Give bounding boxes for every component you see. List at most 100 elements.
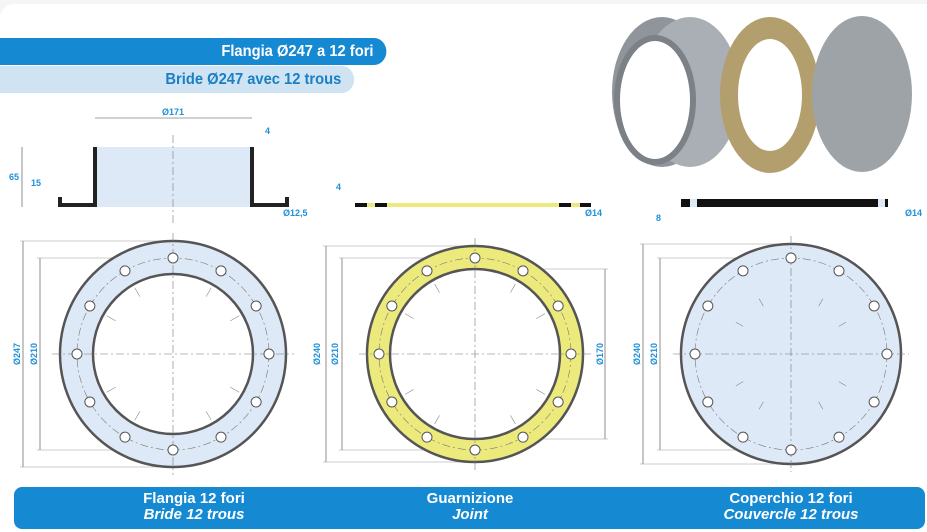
radial-mark [838, 321, 847, 327]
bolt-hole [689, 348, 701, 360]
bolt-hole [421, 265, 433, 277]
3d-flange-bore [614, 35, 696, 165]
flange-bore [91, 272, 255, 436]
bolt-hole [84, 396, 96, 408]
bolt-hole [421, 431, 433, 443]
bolt-hole [71, 348, 83, 360]
flange-side-view: Ø171 4 65 15 Ø12,5 [9, 107, 308, 225]
dim-label: Ø170 [595, 343, 605, 365]
radial-mark [134, 411, 141, 421]
caption-it: Guarnizione [426, 490, 514, 507]
title-banner-italian: Flangia Ø247 a 12 fori [0, 38, 387, 65]
bolt-hole [167, 252, 179, 264]
bolt-hole [702, 396, 714, 408]
bolt-hole [119, 431, 131, 443]
bolt-hole [737, 431, 749, 443]
radial-mark [536, 389, 546, 395]
3d-cover [812, 16, 912, 172]
caption-fr: Joint [452, 506, 488, 523]
dim-label: 4 [336, 182, 341, 192]
radial-mark [205, 287, 212, 297]
gasket-caption: Guarnizione Joint [320, 491, 620, 523]
bolt-hole [469, 252, 481, 264]
radial-mark [510, 283, 516, 293]
radial-mark [838, 381, 847, 387]
radial-mark [404, 313, 414, 319]
caption-fr: Couvercle 12 trous [723, 506, 859, 523]
bolt-hole [250, 396, 262, 408]
radial-mark [536, 313, 546, 319]
radial-mark [758, 401, 764, 410]
dim-label: Ø14 [905, 208, 922, 218]
3d-gasket-bore [738, 39, 802, 151]
bolt-hole [868, 396, 880, 408]
dim-label: Ø12,5 [283, 208, 308, 218]
flange-side-fill [95, 147, 252, 207]
caption-fr: Bride 12 trous [143, 506, 245, 523]
cover-hole [690, 199, 697, 207]
caption-it: Coperchio 12 fori [729, 490, 853, 507]
dim-label: 8 [656, 213, 661, 223]
radial-mark [735, 321, 744, 327]
gasket-edge [355, 203, 367, 207]
dim-label: 15 [31, 178, 41, 188]
gasket-edge [375, 203, 387, 207]
cover-hole [878, 199, 885, 207]
bolt-hole [215, 265, 227, 277]
bolt-hole [737, 265, 749, 277]
dim-label: Ø14 [585, 208, 602, 218]
bolt-hole [565, 348, 577, 360]
bolt-hole [373, 348, 385, 360]
flange-caption: Flangia 12 fori Bride 12 trous [44, 491, 344, 523]
3d-render [612, 16, 912, 173]
dim-label: 4 [265, 126, 270, 136]
radial-mark [106, 315, 116, 322]
radial-mark [434, 415, 440, 425]
bolt-hole [552, 300, 564, 312]
dim-label: Ø210 [330, 343, 340, 365]
dim-label: Ø210 [649, 343, 659, 365]
bolt-hole [215, 431, 227, 443]
bolt-hole [84, 300, 96, 312]
dim-label: 65 [9, 172, 19, 182]
bolt-hole [250, 300, 262, 312]
gasket-edge [580, 203, 591, 207]
bolt-hole [785, 444, 797, 456]
bolt-hole [469, 444, 481, 456]
bolt-hole [263, 348, 275, 360]
radial-mark [434, 283, 440, 293]
radial-mark [106, 386, 116, 393]
caption-it: Flangia 12 fori [143, 490, 245, 507]
cover-side-view: 8 Ø14 [656, 199, 922, 223]
radial-mark [510, 415, 516, 425]
title-banner-french: Bride Ø247 avec 12 trous [0, 66, 355, 93]
radial-mark [134, 287, 141, 297]
radial-mark [735, 381, 744, 387]
gasket-edge [559, 203, 571, 207]
radial-mark [230, 386, 240, 393]
bolt-hole [868, 300, 880, 312]
dim-label: Ø210 [29, 343, 39, 365]
dim-label: Ø240 [632, 343, 642, 365]
gasket-strip [355, 203, 591, 207]
bolt-hole [517, 265, 529, 277]
dim-label: Ø240 [312, 343, 322, 365]
bolt-hole [119, 265, 131, 277]
radial-mark [818, 298, 824, 307]
radial-mark [230, 315, 240, 322]
bolt-hole [833, 431, 845, 443]
radial-mark [818, 401, 824, 410]
footer-label-bar: Flangia 12 fori Bride 12 trous Guarnizio… [14, 487, 925, 529]
radial-mark [404, 389, 414, 395]
bolt-hole [386, 396, 398, 408]
gasket-side-view: 4 Ø14 [336, 182, 602, 218]
bolt-hole [552, 396, 564, 408]
dim-label: Ø171 [162, 107, 184, 117]
bolt-hole [517, 431, 529, 443]
bolt-hole [386, 300, 398, 312]
bolt-hole [881, 348, 893, 360]
radial-mark [758, 298, 764, 307]
cover-caption: Coperchio 12 fori Couvercle 12 trous [641, 491, 927, 523]
